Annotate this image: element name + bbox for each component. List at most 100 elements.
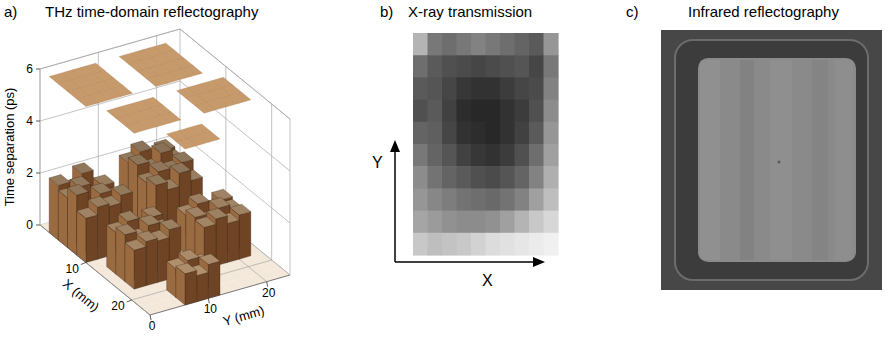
pixel — [515, 166, 530, 189]
panel-title: THz time-domain reflectography — [45, 3, 259, 20]
pixel — [471, 211, 486, 234]
pixel — [442, 233, 457, 256]
cell-side — [185, 270, 197, 305]
projection-cell — [125, 122, 146, 133]
tick — [36, 121, 40, 122]
pixel — [515, 211, 530, 234]
pixel — [544, 233, 559, 256]
axis-arrow — [395, 261, 537, 263]
grid-line — [271, 104, 272, 260]
grid-line — [180, 29, 290, 119]
pixel — [457, 122, 472, 145]
pixel — [544, 144, 559, 167]
pixel — [471, 144, 486, 167]
cell-side — [125, 243, 134, 290]
pixel — [442, 55, 457, 78]
pixel — [515, 122, 530, 145]
stripe — [770, 60, 792, 260]
pixel — [486, 166, 501, 189]
axis-title: X — [482, 272, 493, 289]
pixel — [515, 33, 530, 56]
cell-top — [149, 161, 170, 172]
cell-top — [125, 239, 146, 250]
arrow-head — [533, 257, 545, 267]
grid — [40, 29, 290, 275]
cell-side — [239, 212, 251, 260]
axis-arrow — [394, 148, 396, 262]
cell-side — [49, 178, 58, 240]
cell-top — [195, 217, 216, 228]
cell-top — [147, 174, 168, 185]
panel-letter: c) — [626, 3, 639, 20]
pixel — [413, 188, 428, 211]
box-edge — [180, 29, 290, 119]
tick-label: 6 — [26, 62, 33, 76]
pixel — [442, 188, 457, 211]
panel-title: X-ray transmission — [408, 3, 532, 20]
pixel — [442, 33, 457, 56]
cell-top — [209, 197, 230, 208]
pixel — [442, 166, 457, 189]
projection-cell — [77, 96, 98, 107]
pixel — [529, 188, 544, 211]
tick — [36, 173, 40, 174]
axis-title: Y (mm) — [221, 303, 266, 329]
pixel — [471, 55, 486, 78]
top-projection — [49, 43, 251, 149]
stripe — [835, 60, 853, 260]
pixel — [529, 55, 544, 78]
pixel — [413, 122, 428, 145]
pixel — [413, 100, 428, 123]
panel-a: a)THz time-domain reflectography02461020… — [2, 3, 290, 333]
pixel — [529, 144, 544, 167]
cell-side — [216, 216, 228, 266]
arrow-head — [390, 140, 400, 152]
pixel — [413, 211, 428, 234]
pixel — [428, 166, 443, 189]
cell-top — [118, 211, 139, 222]
tick-label: 4 — [26, 114, 33, 128]
pixel — [428, 233, 443, 256]
pixel — [544, 188, 559, 211]
cell-side — [197, 272, 209, 301]
pixel — [515, 188, 530, 211]
pixel — [544, 100, 559, 123]
surface-cell — [125, 239, 146, 289]
pixel — [500, 211, 515, 234]
pixel — [515, 55, 530, 78]
pixel — [471, 166, 486, 189]
tick-label: 10 — [65, 262, 79, 276]
pixel — [457, 77, 472, 100]
pixel — [486, 55, 501, 78]
pixel — [442, 211, 457, 234]
pixel — [428, 77, 443, 100]
pixel — [471, 100, 486, 123]
stripe — [740, 60, 754, 260]
pixel — [471, 122, 486, 145]
pixel — [486, 144, 501, 167]
cell-top — [152, 142, 173, 153]
cell-side — [86, 215, 98, 263]
cell-top — [230, 204, 251, 215]
pixel — [529, 166, 544, 189]
tick-label: 10 — [204, 302, 218, 316]
pixel — [500, 77, 515, 100]
pixel — [428, 55, 443, 78]
cell-top — [77, 207, 98, 218]
pixel — [457, 211, 472, 234]
cell-top — [49, 175, 70, 186]
pixel — [413, 55, 428, 78]
pixel — [529, 33, 544, 56]
axis-labels: 0246102001020X (mm)Y (mm)Time separation… — [2, 62, 276, 333]
tick — [81, 263, 86, 265]
surface — [49, 139, 251, 305]
pixel — [500, 33, 515, 56]
pixel — [515, 77, 530, 100]
surface-cell — [176, 263, 197, 305]
cell-top — [131, 141, 152, 152]
pixel — [457, 188, 472, 211]
tick-label: 2 — [26, 166, 33, 180]
box-edge — [40, 69, 41, 225]
pixel — [544, 211, 559, 234]
pixel — [515, 233, 530, 256]
